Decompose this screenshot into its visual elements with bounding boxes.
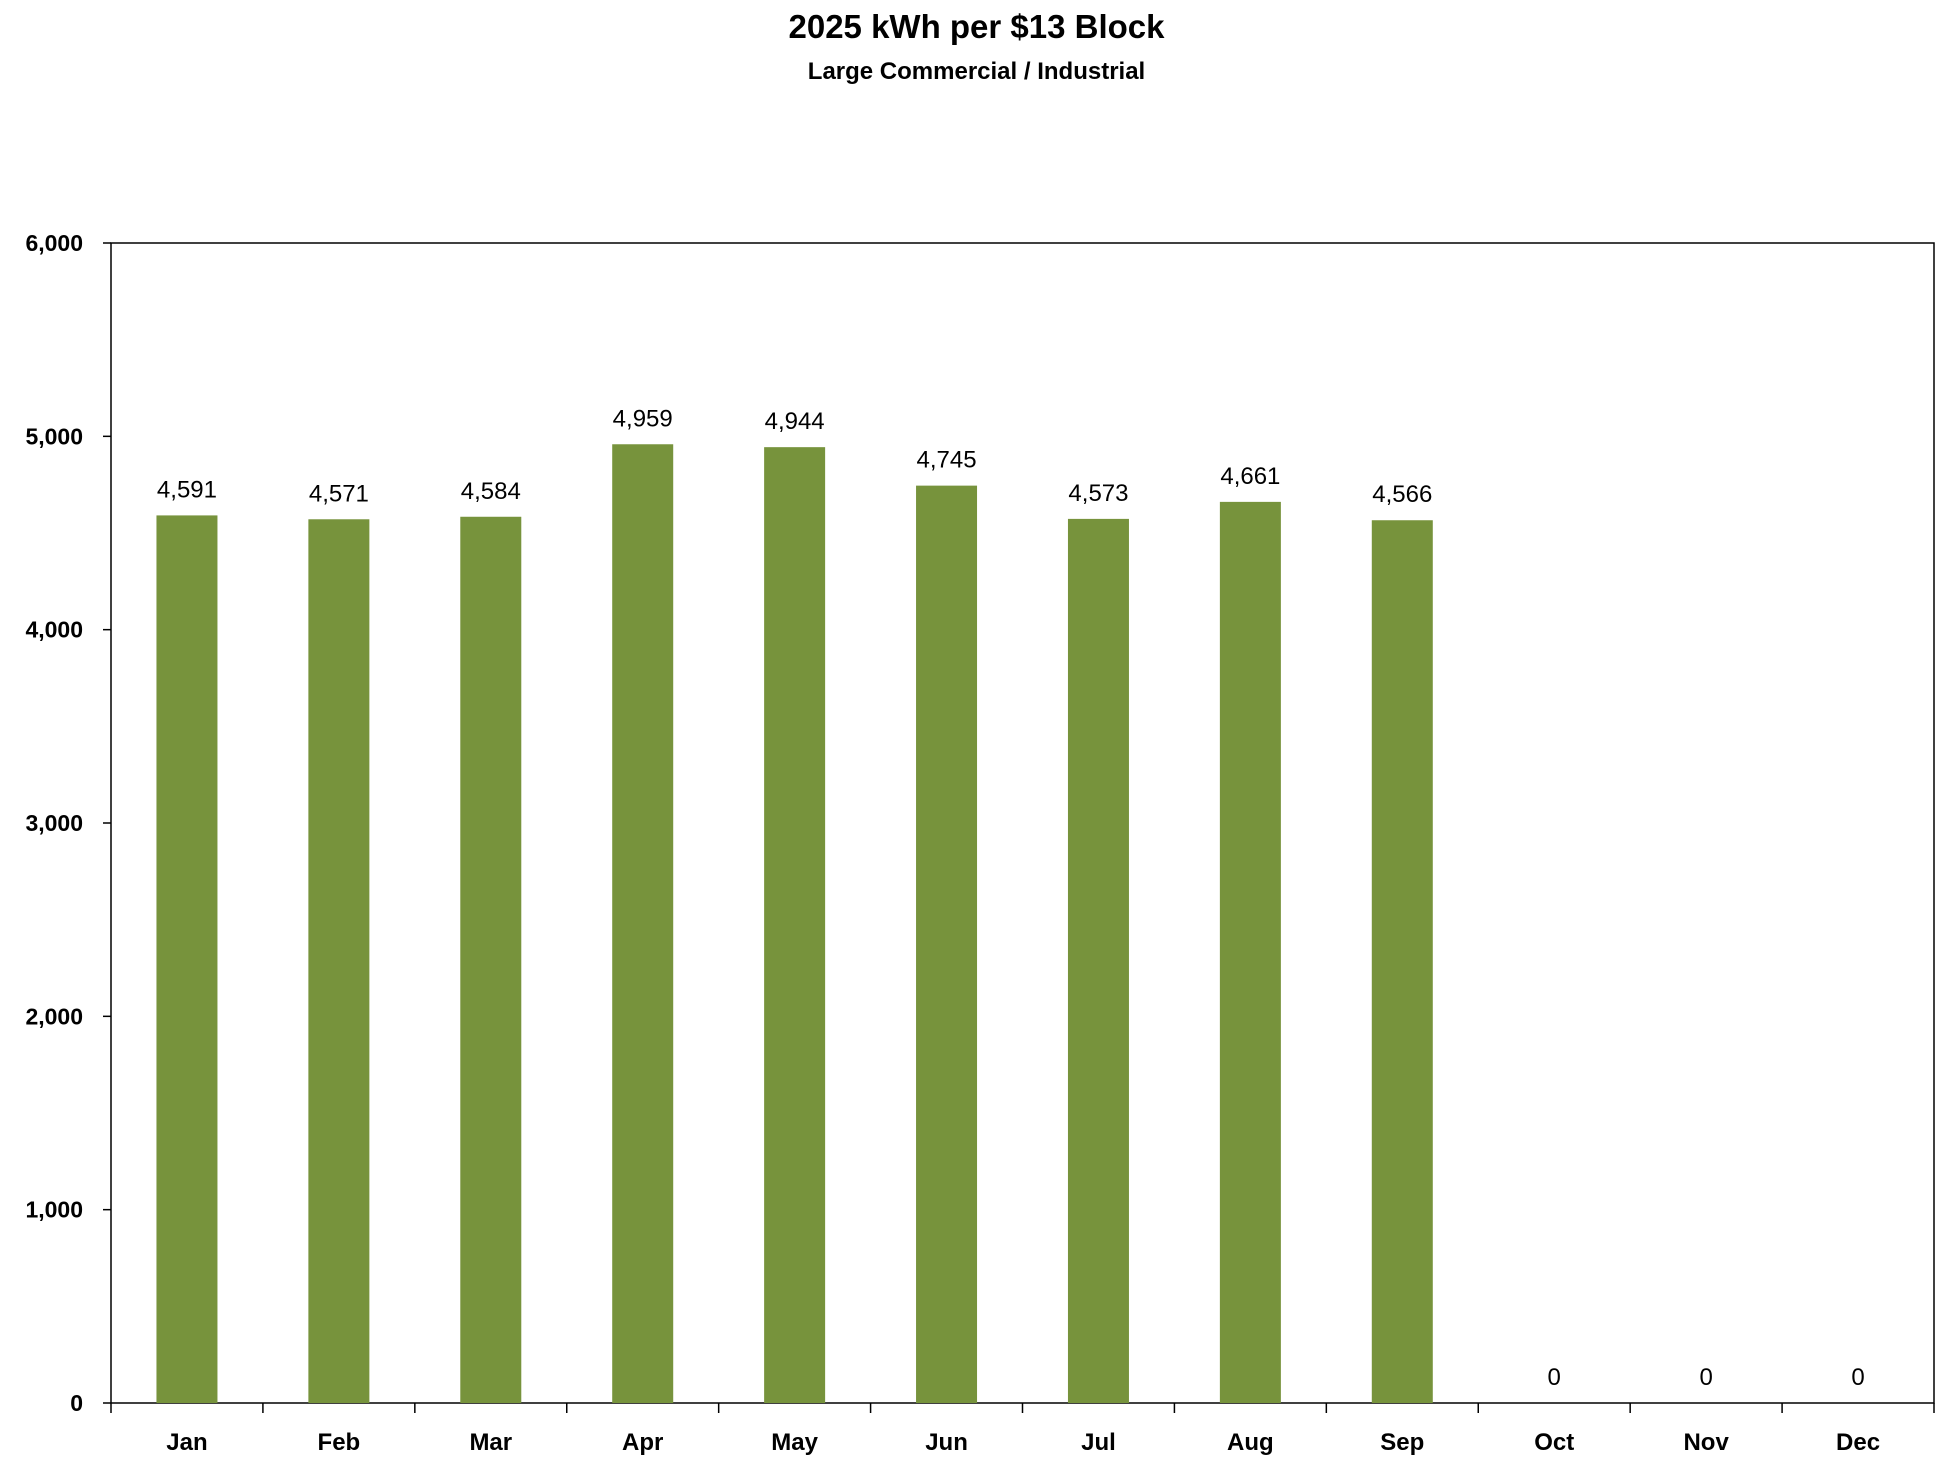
x-tick-label: Jul <box>1081 1429 1116 1456</box>
bar <box>308 519 370 1403</box>
data-labels: 4,591 4,571 4,584 4,959 4,944 4,745 4,573 4,661… <box>157 405 1865 1391</box>
data-label: 0 <box>1548 1364 1561 1391</box>
bar <box>916 485 978 1404</box>
data-label: 4,661 <box>1220 463 1280 490</box>
x-axis: Jan Feb Mar Apr May Jun Jul Aug Sep Oct Nov Dec <box>110 1403 1935 1456</box>
bar <box>1219 501 1281 1404</box>
data-label: 4,959 <box>613 405 673 432</box>
y-tick-label: 1,000 <box>25 1197 83 1223</box>
bar <box>1067 518 1129 1403</box>
bar <box>460 516 522 1403</box>
x-tick-label: Jan <box>166 1429 207 1456</box>
x-tick-label: Mar <box>469 1429 512 1456</box>
x-tick-label: Dec <box>1836 1429 1880 1456</box>
y-tick-label: 2,000 <box>25 1003 83 1029</box>
chart-subtitle: Large Commercial / Industrial <box>807 58 1146 85</box>
bar-series <box>156 444 1433 1404</box>
y-tick-label: 3,000 <box>25 810 83 836</box>
x-tick-label: Nov <box>1683 1429 1729 1456</box>
y-tick-label: 0 <box>70 1390 83 1416</box>
x-tick-label: Aug <box>1227 1429 1274 1456</box>
data-label: 4,573 <box>1068 480 1128 507</box>
data-label: 4,571 <box>309 480 369 507</box>
x-tick-label: May <box>771 1429 818 1456</box>
y-tick-label: 6,000 <box>25 230 83 256</box>
bar <box>1371 520 1433 1403</box>
y-tick-label: 4,000 <box>25 617 83 643</box>
data-label: 4,944 <box>765 408 825 435</box>
data-label: 4,745 <box>917 447 977 474</box>
x-tick-label: Apr <box>622 1429 663 1456</box>
bar <box>156 515 218 1403</box>
bar <box>764 447 826 1403</box>
bar <box>612 444 674 1403</box>
x-tick-label: Oct <box>1534 1429 1574 1456</box>
y-tick-label: 5,000 <box>25 423 83 449</box>
plot-area <box>110 242 1935 1404</box>
data-label: 4,591 <box>157 476 217 503</box>
data-label: 4,566 <box>1372 481 1432 508</box>
chart-title: 2025 kWh per $13 Block <box>788 8 1165 45</box>
data-label: 0 <box>1851 1364 1864 1391</box>
data-label: 4,584 <box>461 478 521 505</box>
x-tick-label: Jun <box>925 1429 968 1456</box>
y-axis: 0 1,000 2,000 3,000 4,000 5,000 6,000 <box>25 230 111 1416</box>
x-tick-label: Feb <box>318 1429 361 1456</box>
x-tick-label: Sep <box>1380 1429 1424 1456</box>
data-label: 0 <box>1699 1364 1712 1391</box>
plot-border <box>110 242 1935 1404</box>
